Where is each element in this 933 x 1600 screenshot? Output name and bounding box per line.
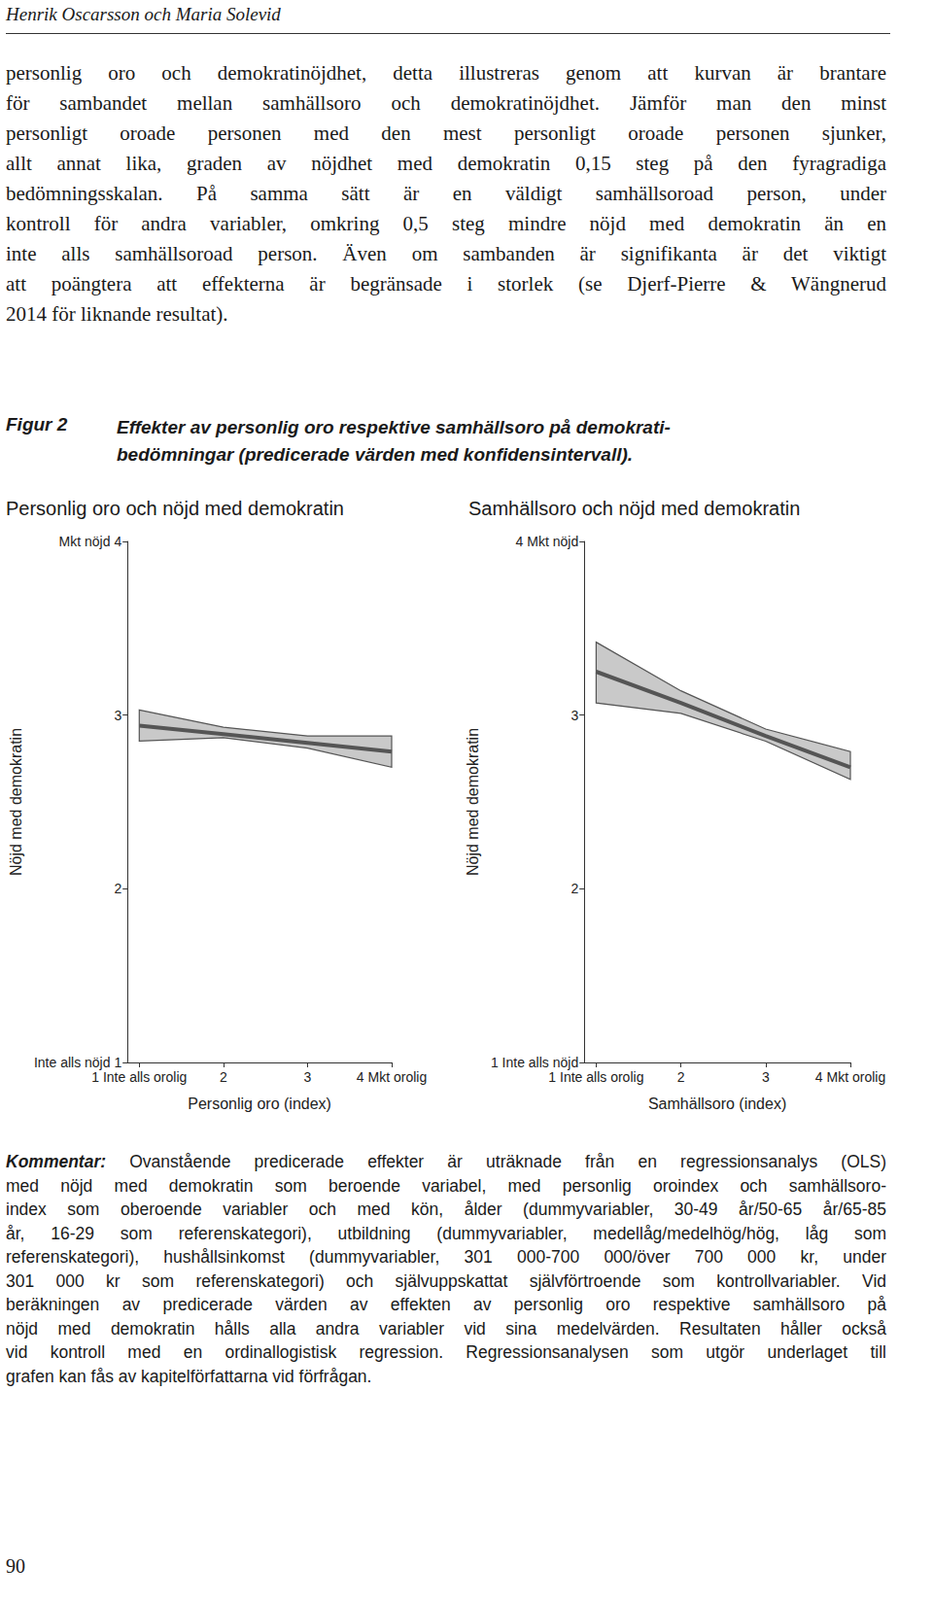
svg-text:Nöjd med demokratin: Nöjd med demokratin: [7, 727, 25, 876]
html-text:bedömningsskalan. På samma sät: bedömningsskalan. På samma sätt är en vä…: [5, 181, 887, 206]
svg-text:4 Mkt orolig: 4 Mkt orolig: [356, 1069, 427, 1085]
svg-text:3: 3: [113, 707, 122, 724]
html-text:referenskategori), hushållsink: referenskategori), hushållsinkomst (dumm…: [5, 1246, 887, 1267]
svg-text:4 Mkt nöjd: 4 Mkt nöjd: [516, 533, 580, 550]
html-text:index som oberoende variabler: index som oberoende variabler och med kö…: [5, 1199, 887, 1219]
svg-text:2: 2: [570, 880, 579, 897]
html-text:Henrik Oscarsson och Maria Sol: Henrik Oscarsson och Maria Solevid: [5, 3, 281, 25]
svg-text:Samhällsoro (index): Samhällsoro (index): [648, 1095, 787, 1112]
html-text:Personlig oro och nöjd med dem: Personlig oro och nöjd med demokratin: [5, 497, 345, 519]
svg-text:Personlig oro (index): Personlig oro (index): [187, 1095, 332, 1112]
html-text:år, 16-29 som referenskategori: år, 16-29 som referenskategori), utbildn…: [5, 1223, 887, 1243]
svg-text:3: 3: [304, 1069, 312, 1085]
html-text:personligt oroade personen med: personligt oroade personen med den mest …: [5, 121, 887, 145]
html-text:Samhällsoro och nöjd med demok: Samhällsoro och nöjd med demokratin: [468, 497, 801, 519]
svg-text:Nöjd med demokratin: Nöjd med demokratin: [464, 727, 482, 876]
svg-text:4 Mkt orolig: 4 Mkt orolig: [815, 1069, 886, 1085]
html-text:Figur 2: Figur 2: [5, 414, 68, 435]
html-text:allt annat lika, graden av nöj: allt annat lika, graden av nöjdhet med d…: [5, 151, 887, 175]
svg-text:1 Inte alls orolig: 1 Inte alls orolig: [548, 1069, 644, 1085]
svg-text:3: 3: [761, 1069, 770, 1085]
html-text:kontroll för andra variabler,: kontroll för andra variabler, omkring 0,…: [5, 211, 887, 236]
html-text:nöjd med demokratin hålls alla: nöjd med demokratin hålls alla andra var…: [5, 1318, 887, 1338]
html-text:inte alls samhällsoroad person: inte alls samhällsoroad person. Även om …: [5, 241, 887, 266]
svg-text:2: 2: [219, 1069, 228, 1085]
html-text:301 000 kr som referenskategor: 301 000 kr som referenskategori) och sjä…: [5, 1270, 887, 1291]
svg-text:3: 3: [570, 707, 579, 724]
html-text:Effekter av personlig oro resp: Effekter av personlig oro respektive sam…: [116, 416, 671, 438]
html-text:personlig oro och demokratinöj: personlig oro och demokratinöjdhet, dett…: [5, 61, 887, 85]
html-text:vid kontroll med en ordinallog: vid kontroll med en ordinallogistisk reg…: [5, 1342, 887, 1362]
svg-text:2: 2: [113, 880, 122, 897]
html-text:med nöjd med demokratin som be: med nöjd med demokratin som beroende var…: [5, 1175, 887, 1195]
html-text:att poängtera att effekterna ä: att poängtera att effekterna är begränsa…: [5, 272, 887, 296]
html-text:Kommentar: Ovanstående predice: Kommentar: Ovanstående predicerade effek…: [5, 1151, 887, 1172]
svg-text:1 Inte alls nöjd: 1 Inte alls nöjd: [490, 1054, 579, 1071]
html-text:bedömningar (predicerade värde: bedömningar (predicerade värden med konf…: [116, 444, 633, 465]
svg-text:2: 2: [677, 1069, 686, 1085]
html-text:90: 90: [5, 1555, 26, 1577]
svg-text:Mkt nöjd 4: Mkt nöjd 4: [59, 533, 123, 550]
html-text:beräkningen av predicerade vär: beräkningen av predicerade värden av eff…: [5, 1294, 887, 1314]
svg-text:Inte alls nöjd 1: Inte alls nöjd 1: [34, 1054, 122, 1071]
svg-text:1 Inte alls orolig: 1 Inte alls orolig: [91, 1069, 187, 1085]
html-text:2014 för liknande resultat).: 2014 för liknande resultat).: [5, 302, 229, 326]
html-text:grafen kan fås av kapitelförfa: grafen kan fås av kapitelförfattarna vid…: [5, 1365, 372, 1386]
html-text:för sambandet mellan samhällso: för sambandet mellan samhällsoro och dem…: [5, 91, 887, 115]
